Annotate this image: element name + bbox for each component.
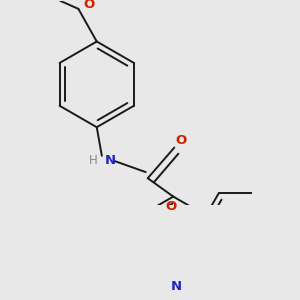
Text: H: H: [89, 154, 98, 167]
Text: N: N: [171, 280, 182, 293]
Text: N: N: [104, 154, 116, 167]
Text: O: O: [83, 0, 94, 11]
Text: O: O: [176, 134, 187, 147]
Text: O: O: [165, 200, 176, 213]
